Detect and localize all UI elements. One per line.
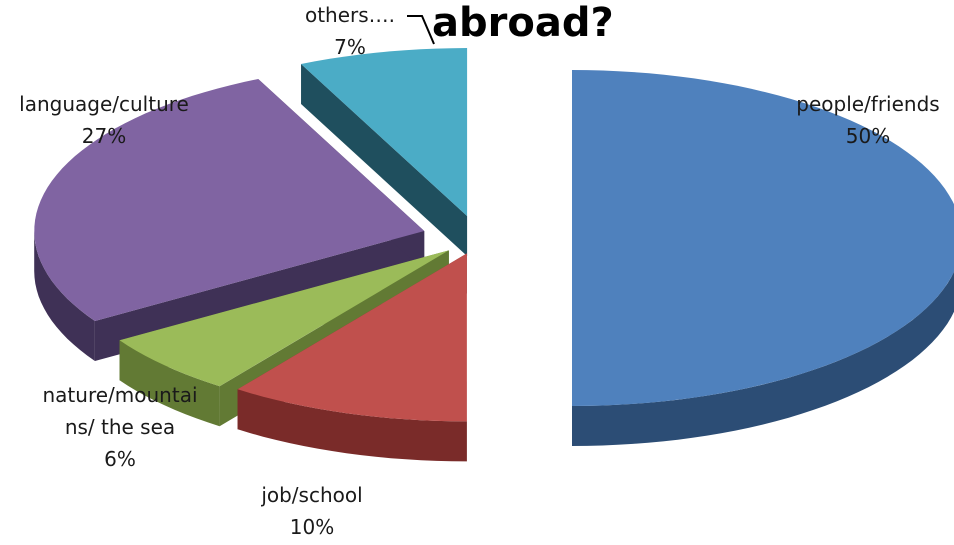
slice-others [301,48,468,257]
slice-job-school [237,253,467,462]
slice-label-nature-line1: nature/mountai [43,383,198,407]
slice-nature-outer-wall [119,340,220,427]
chart-title: abroad? [432,0,614,46]
slice-people-friends-outer-wall [572,271,954,446]
others-leader-line [407,15,435,45]
slice-others-top [301,48,468,217]
slice-others-radial-face-0 [301,64,468,257]
slice-group [34,48,954,462]
slice-language-culture-outer-wall [34,231,95,361]
slice-value-job-school: 10% [290,515,334,539]
slice-label-nature-line2: ns/ the sea [65,415,175,439]
slice-value-nature: 6% [104,447,136,471]
slice-value-people-friends: 50% [846,124,890,148]
slice-job-school-top [237,253,467,422]
slice-job-school-outer-wall [237,389,467,462]
slice-label-people-friends: people/friends [796,92,939,116]
slice-people-friends [572,70,954,446]
slice-label-others: others…. [305,3,395,27]
slice-people-friends-top [572,70,954,406]
label-group: abroad? people/friends 50% job/school 10… [19,0,940,539]
slice-nature-top [119,250,449,387]
slice-label-job-school: job/school [260,483,362,507]
slice-language-culture-top [34,79,425,321]
slice-label-language-culture: language/culture [19,92,189,116]
slice-value-others: 7% [334,35,366,59]
slice-value-language-culture: 27% [82,124,126,148]
